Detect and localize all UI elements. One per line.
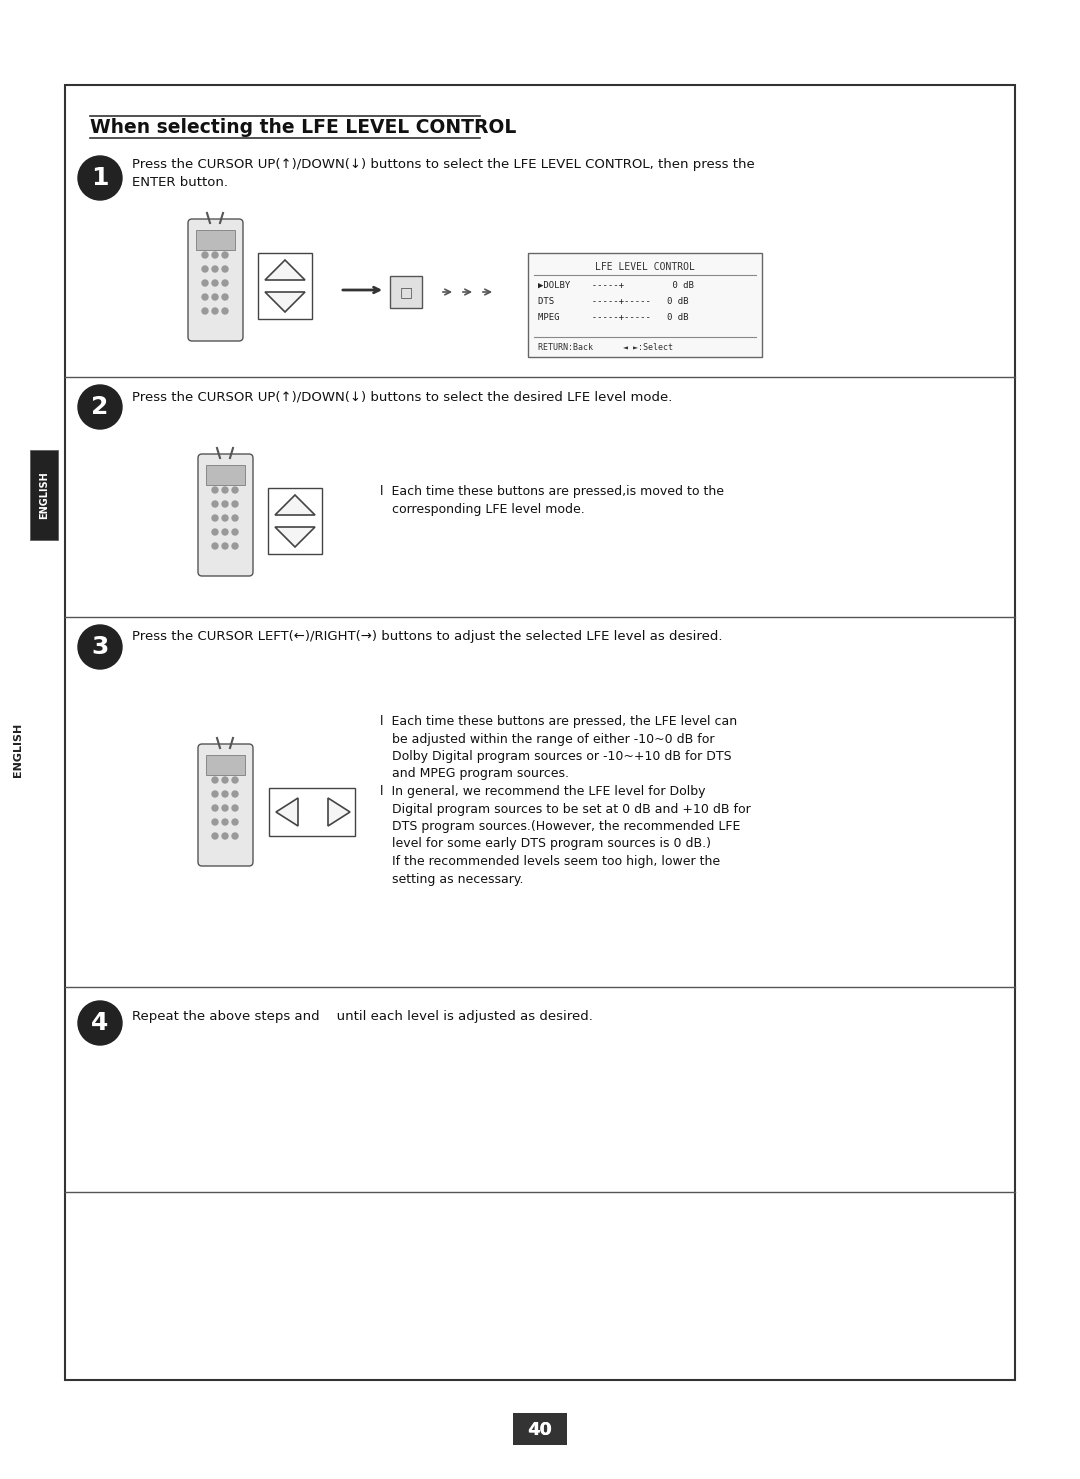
Circle shape xyxy=(232,543,238,549)
Polygon shape xyxy=(265,291,305,312)
Text: ▶DOLBY    -----+         0 dB: ▶DOLBY -----+ 0 dB xyxy=(538,281,693,290)
Circle shape xyxy=(212,791,218,797)
Text: LFE LEVEL CONTROL: LFE LEVEL CONTROL xyxy=(595,262,694,272)
Circle shape xyxy=(222,308,228,314)
Circle shape xyxy=(232,791,238,797)
Circle shape xyxy=(222,487,228,493)
Text: ENGLISH: ENGLISH xyxy=(39,472,49,519)
Text: Press the CURSOR UP(↑)/DOWN(↓) buttons to select the LFE LEVEL CONTROL, then pre: Press the CURSOR UP(↑)/DOWN(↓) buttons t… xyxy=(132,158,755,189)
Polygon shape xyxy=(265,260,305,280)
Text: RETURN:Back      ◄ ►:Select: RETURN:Back ◄ ►:Select xyxy=(538,343,673,352)
Text: Repeat the above steps and    until each level is adjusted as desired.: Repeat the above steps and until each le… xyxy=(132,1010,593,1023)
Circle shape xyxy=(202,308,208,314)
Circle shape xyxy=(212,805,218,810)
Circle shape xyxy=(222,294,228,300)
Polygon shape xyxy=(275,495,315,515)
Circle shape xyxy=(232,776,238,782)
Circle shape xyxy=(212,266,218,272)
Polygon shape xyxy=(276,799,298,825)
FancyBboxPatch shape xyxy=(528,253,762,356)
Text: Press the CURSOR LEFT(←)/RIGHT(→) buttons to adjust the selected LFE level as de: Press the CURSOR LEFT(←)/RIGHT(→) button… xyxy=(132,630,723,643)
Text: 2: 2 xyxy=(92,395,109,419)
Text: MPEG      -----+-----   0 dB: MPEG -----+----- 0 dB xyxy=(538,312,689,321)
Circle shape xyxy=(222,833,228,839)
Circle shape xyxy=(212,487,218,493)
Text: 4: 4 xyxy=(92,1012,109,1035)
Circle shape xyxy=(212,501,218,507)
Text: ENGLISH: ENGLISH xyxy=(13,723,23,776)
Circle shape xyxy=(232,501,238,507)
Circle shape xyxy=(212,776,218,782)
Text: DTS       -----+-----   0 dB: DTS -----+----- 0 dB xyxy=(538,296,689,306)
Circle shape xyxy=(202,251,208,257)
Circle shape xyxy=(232,515,238,521)
FancyBboxPatch shape xyxy=(30,450,58,540)
Circle shape xyxy=(222,266,228,272)
FancyBboxPatch shape xyxy=(206,754,245,775)
Circle shape xyxy=(78,626,122,669)
Text: 40: 40 xyxy=(528,1421,552,1439)
Circle shape xyxy=(222,515,228,521)
Polygon shape xyxy=(328,799,350,825)
Circle shape xyxy=(222,501,228,507)
Circle shape xyxy=(222,776,228,782)
Circle shape xyxy=(212,543,218,549)
Circle shape xyxy=(232,819,238,825)
Circle shape xyxy=(78,155,122,200)
Circle shape xyxy=(222,805,228,810)
Circle shape xyxy=(222,543,228,549)
FancyBboxPatch shape xyxy=(206,464,245,485)
Circle shape xyxy=(212,251,218,257)
Text: Press the CURSOR UP(↑)/DOWN(↓) buttons to select the desired LFE level mode.: Press the CURSOR UP(↑)/DOWN(↓) buttons t… xyxy=(132,390,673,402)
Circle shape xyxy=(222,529,228,535)
Circle shape xyxy=(202,294,208,300)
FancyBboxPatch shape xyxy=(65,84,1015,1380)
Circle shape xyxy=(202,280,208,285)
Text: 3: 3 xyxy=(92,634,109,660)
Circle shape xyxy=(232,487,238,493)
Circle shape xyxy=(212,515,218,521)
Circle shape xyxy=(78,1001,122,1046)
FancyBboxPatch shape xyxy=(513,1412,567,1445)
Circle shape xyxy=(222,251,228,257)
FancyBboxPatch shape xyxy=(198,454,253,575)
Circle shape xyxy=(212,529,218,535)
Circle shape xyxy=(232,805,238,810)
Circle shape xyxy=(222,791,228,797)
Circle shape xyxy=(222,819,228,825)
Circle shape xyxy=(78,385,122,429)
Circle shape xyxy=(202,266,208,272)
Text: 40: 40 xyxy=(527,1421,553,1439)
Circle shape xyxy=(212,280,218,285)
FancyBboxPatch shape xyxy=(198,744,253,867)
Text: 1: 1 xyxy=(91,166,109,189)
Circle shape xyxy=(222,280,228,285)
Circle shape xyxy=(232,529,238,535)
Circle shape xyxy=(212,819,218,825)
Circle shape xyxy=(212,294,218,300)
Polygon shape xyxy=(275,527,315,547)
Text: l  Each time these buttons are pressed,is moved to the
   corresponding LFE leve: l Each time these buttons are pressed,is… xyxy=(380,485,724,516)
FancyBboxPatch shape xyxy=(188,219,243,342)
Circle shape xyxy=(212,833,218,839)
FancyBboxPatch shape xyxy=(390,277,422,308)
Circle shape xyxy=(232,833,238,839)
Text: l  Each time these buttons are pressed, the LFE level can
   be adjusted within : l Each time these buttons are pressed, t… xyxy=(380,714,751,886)
Text: □: □ xyxy=(400,285,413,299)
FancyBboxPatch shape xyxy=(195,231,235,250)
Text: When selecting the LFE LEVEL CONTROL: When selecting the LFE LEVEL CONTROL xyxy=(90,118,516,138)
Circle shape xyxy=(212,308,218,314)
